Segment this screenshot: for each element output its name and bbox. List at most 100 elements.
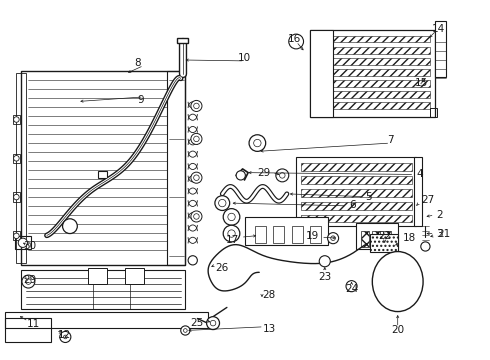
Bar [370,234,398,252]
Circle shape [181,326,190,335]
Circle shape [191,172,202,183]
Circle shape [210,320,216,326]
Circle shape [289,34,303,49]
Text: 15: 15 [415,78,428,88]
Circle shape [14,117,19,122]
Circle shape [63,219,77,234]
Circle shape [64,335,67,339]
Bar [292,226,303,243]
Bar [301,176,412,184]
Bar [301,189,412,197]
Text: 17: 17 [226,235,239,245]
Text: 24: 24 [345,284,358,294]
Circle shape [191,211,202,222]
Bar [5,312,208,328]
Text: 14: 14 [432,24,445,33]
Bar [415,157,422,226]
Text: 25: 25 [191,318,204,328]
Bar [315,47,430,54]
Bar [372,231,380,247]
Bar [13,231,20,240]
Bar [125,268,144,284]
Circle shape [194,136,199,142]
Circle shape [194,175,199,180]
Text: 20: 20 [391,325,404,336]
Text: 13: 13 [263,324,276,334]
Text: 28: 28 [262,291,275,300]
Bar [361,231,369,247]
Bar [177,38,188,43]
Circle shape [421,242,430,251]
Bar [301,202,412,210]
Text: 18: 18 [402,233,416,243]
Circle shape [194,214,199,219]
Circle shape [14,156,19,161]
Text: 11: 11 [26,319,40,329]
Circle shape [228,213,235,221]
Bar [21,270,185,309]
Text: 16: 16 [288,34,301,44]
Text: 27: 27 [421,195,434,205]
Circle shape [236,171,245,180]
Bar [21,71,185,265]
Text: 23: 23 [318,272,331,282]
Circle shape [188,256,197,265]
Bar [383,231,391,247]
Text: 12: 12 [58,330,71,340]
Text: 2: 2 [437,210,443,220]
Bar [296,157,416,226]
Bar [315,91,430,98]
Bar [273,226,284,243]
Text: 26: 26 [215,263,228,273]
Bar [301,215,412,222]
Circle shape [207,317,220,329]
Circle shape [219,199,226,207]
Circle shape [14,194,19,200]
Bar [310,31,435,117]
Circle shape [228,230,235,237]
Bar [16,73,25,263]
Circle shape [215,196,230,211]
Text: 9: 9 [138,95,145,105]
Text: 19: 19 [306,231,319,241]
Circle shape [331,236,335,240]
Circle shape [223,209,240,225]
Bar [356,224,398,249]
Text: 10: 10 [238,53,251,63]
Text: 6: 6 [349,200,355,210]
Text: 5: 5 [366,192,372,202]
Text: 29: 29 [23,275,36,285]
Circle shape [25,279,31,284]
Circle shape [346,281,357,292]
Circle shape [14,233,19,239]
Bar [255,226,266,243]
Circle shape [327,233,339,244]
Bar [310,226,321,243]
Ellipse shape [372,252,423,311]
Bar [13,115,20,124]
Text: 3: 3 [437,229,443,239]
Bar [245,217,328,245]
Bar [430,108,438,117]
Circle shape [319,256,330,267]
Circle shape [276,169,289,182]
Circle shape [249,135,266,151]
Bar [13,193,20,202]
Bar [13,154,20,163]
Bar [315,80,430,87]
Text: 4: 4 [416,170,423,180]
Circle shape [18,238,27,247]
Circle shape [22,275,35,288]
Bar [98,171,107,178]
Circle shape [60,332,71,342]
Bar [301,163,412,171]
Bar [435,21,446,77]
Circle shape [191,133,202,144]
Circle shape [184,329,187,332]
Text: 30: 30 [23,242,36,252]
Circle shape [254,139,261,147]
Bar [315,69,430,76]
Bar [310,31,333,117]
Text: 22: 22 [378,231,392,241]
Circle shape [279,172,285,178]
